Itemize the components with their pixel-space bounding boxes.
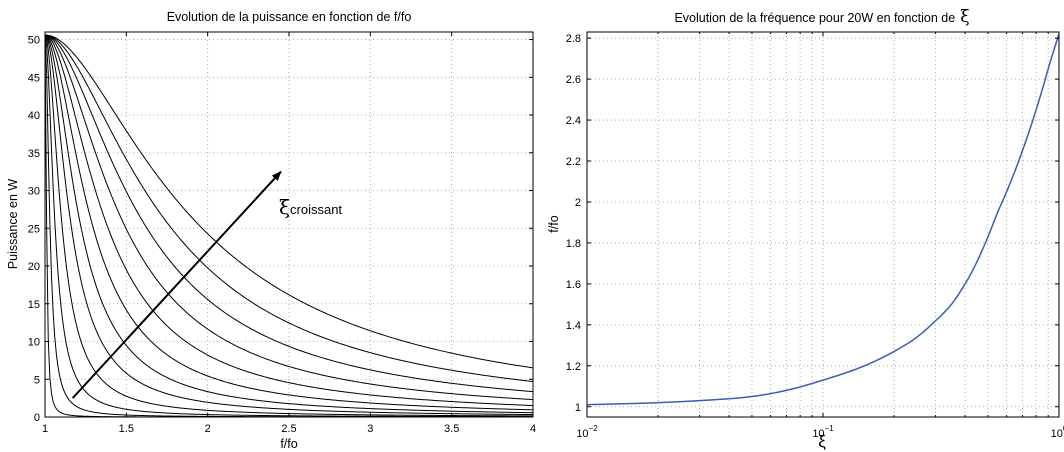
frequency-chart-x-label: ξ <box>818 432 826 451</box>
frequency-chart-y-tick-label: 1.2 <box>566 361 581 373</box>
power-chart-x-tick-label: 2 <box>205 423 211 435</box>
power-chart-y-tick-label: 40 <box>28 110 40 122</box>
frequency-chart-y-tick-label: 2.6 <box>566 74 581 86</box>
frequency-chart-grid <box>587 32 1059 417</box>
power-curve-11 <box>44 34 534 383</box>
power-chart-y-tick-label: 10 <box>28 337 40 349</box>
xi-symbol: ξ <box>279 195 290 219</box>
power-chart-y-tick-label: 20 <box>28 261 40 273</box>
frequency-chart-y-tick-label: 2 <box>575 197 581 209</box>
frequency-chart-y-label: f/fo <box>547 215 561 232</box>
power-curve-9 <box>44 34 534 401</box>
frequency-chart-y-tick-label: 2.2 <box>566 156 581 168</box>
frequency-chart-y-tick-label: 2.8 <box>566 33 581 45</box>
power-chart-x-tick-label: 3.5 <box>444 423 459 435</box>
frequency-chart: Evolution de la fréquence pour 20W en fo… <box>547 7 1064 451</box>
power-chart-y-tick-label: 45 <box>28 72 40 84</box>
power-chart-x-label: f/fo <box>280 437 297 451</box>
power-curve-7 <box>44 34 534 411</box>
frequency-chart-y-tick-label: 2.4 <box>566 115 581 127</box>
frequency-chart-title-text: Evolution de la fréquence pour 20W en fo… <box>674 11 955 25</box>
xi-increasing-annotation: ξcroissant <box>279 195 342 219</box>
croissant-label: croissant <box>290 202 342 217</box>
power-chart-y-tick-label: 0 <box>34 412 40 424</box>
power-chart: Evolution de la puissance en fonction de… <box>6 10 536 451</box>
frequency-chart-x-ticks: 10−2 10−1 100 <box>576 32 1064 440</box>
frequency-chart-y-ticks: 1 1.2 1.4 1.6 1.8 2 2.2 2.4 2.6 2.8 <box>566 33 1059 414</box>
frequency-chart-y-tick-label: 1.6 <box>566 279 581 291</box>
power-curve-8 <box>44 34 534 407</box>
frequency-chart-title: Evolution de la fréquence pour 20W en fo… <box>674 7 969 27</box>
power-chart-y-tick-label: 25 <box>28 223 40 235</box>
power-chart-x-tick-label: 3 <box>367 423 373 435</box>
power-chart-title: Evolution de la puissance en fonction de… <box>167 10 412 24</box>
power-chart-grid <box>45 32 533 417</box>
power-chart-x-tick-label: 1.5 <box>119 423 134 435</box>
frequency-chart-axes-frame <box>586 31 1060 418</box>
frequency-chart-title-xi: ξ <box>960 7 969 27</box>
frequency-curve <box>586 33 1060 406</box>
power-chart-y-label: Puissance en W <box>6 179 20 270</box>
power-chart-y-tick-label: 50 <box>28 35 40 47</box>
frequency-chart-y-tick-label: 1.4 <box>566 320 581 332</box>
power-chart-y-tick-label: 5 <box>34 374 40 386</box>
power-chart-y-tick-label: 30 <box>28 186 40 198</box>
power-chart-axes-frame <box>44 31 534 418</box>
power-chart-y-tick-label: 35 <box>28 148 40 160</box>
frequency-chart-y-tick-label: 1.8 <box>566 238 581 250</box>
power-chart-x-tick-label: 2.5 <box>281 423 296 435</box>
power-chart-y-tick-label: 15 <box>28 299 40 311</box>
power-chart-y-ticks: 0 5 10 15 20 25 30 35 40 45 50 <box>28 35 533 424</box>
frequency-chart-x-tick-label: 10−2 <box>576 424 598 440</box>
xi-increasing-arrow <box>71 170 282 399</box>
power-chart-x-tick-label: 4 <box>530 423 536 435</box>
power-chart-x-tick-label: 1 <box>42 423 48 435</box>
power-curve-6 <box>44 34 534 414</box>
frequency-chart-x-tick-label: 100 <box>1051 424 1064 440</box>
power-curve-12 <box>44 34 534 369</box>
frequency-chart-y-tick-label: 1 <box>575 402 581 414</box>
power-curve-10 <box>44 34 534 393</box>
frequency-chart-x-tick-label: 10−1 <box>812 424 834 440</box>
